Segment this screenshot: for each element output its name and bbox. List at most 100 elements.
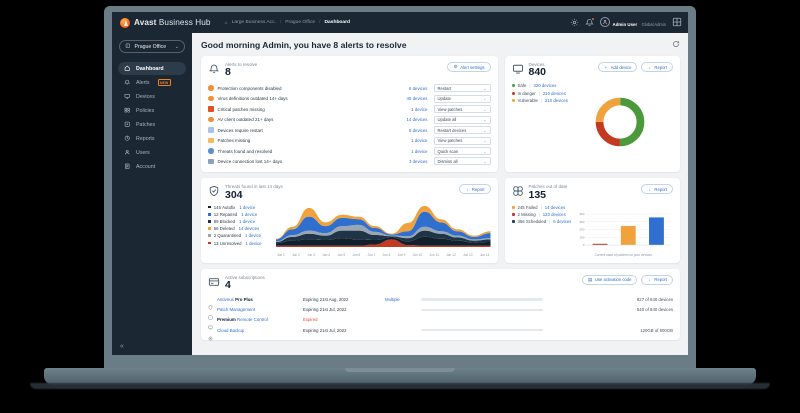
legend-devices[interactable]: 1 device: [239, 218, 256, 224]
subscription-name[interactable]: Patch Management: [217, 307, 303, 312]
sidebar-item-dashboard[interactable]: Dashboard: [118, 62, 186, 75]
grid-apps-icon[interactable]: [672, 17, 682, 27]
legend-devices[interactable]: 14 devices: [238, 226, 260, 232]
alert-row[interactable]: Device connection lost 14+ days 3 device…: [208, 157, 491, 166]
alert-count[interactable]: 1 device: [411, 148, 428, 154]
sidebar-item-alerts[interactable]: Alerts NEW: [118, 76, 186, 89]
alert-action-select[interactable]: View patches ⌄: [433, 136, 491, 145]
alert-action-label: View patches: [437, 138, 463, 144]
subscription-expiry: Expired: [303, 317, 318, 323]
sidebar-item-label: Account: [136, 163, 156, 170]
alert-action-select[interactable]: Update ⌄: [433, 94, 491, 103]
legend-devices[interactable]: 1 device: [239, 204, 256, 210]
subscription-name-bold: Pro Plus: [235, 297, 253, 303]
office-selector[interactable]: Prague Office ⌄: [119, 40, 185, 53]
subscription-name[interactable]: Antivirus Pro Plus: [217, 297, 303, 302]
alert-count[interactable]: 6 devices: [408, 127, 428, 133]
patch-icon: [208, 307, 213, 320]
x-tick-label: Jun 12: [446, 252, 456, 257]
threats-report-button[interactable]: ↓ Report: [458, 184, 491, 195]
subscription-row[interactable]: Cloud Backup Expiring 21st Jul, 2022 120…: [208, 326, 673, 340]
threats-card-titleblock: Threats found in last 14 days 304: [225, 184, 283, 200]
user-menu[interactable]: Admin User Global Admin: [599, 14, 666, 31]
sidebar-item-devices[interactable]: Devices: [118, 90, 186, 103]
legend-separator: |: [529, 83, 531, 89]
patches-report-button[interactable]: ↓ Report: [641, 184, 673, 195]
alert-action-select[interactable]: View patches ⌄: [433, 105, 491, 114]
alert-label: Threats found and resolved: [217, 148, 273, 154]
breadcrumb-item-1[interactable]: Prague Office: [285, 20, 316, 25]
legend-value[interactable]: 210 devices: [545, 98, 568, 104]
subscriptions-report-button[interactable]: ↓ Report: [641, 274, 673, 285]
bell-notification-icon[interactable]: [584, 16, 595, 27]
alert-action-select[interactable]: Dismiss all ⌄: [433, 157, 491, 166]
use-activation-code-button[interactable]: ▤ Use activation code: [581, 274, 638, 285]
alert-row[interactable]: Critical patches missing 1 device View p…: [208, 104, 491, 114]
alert-row[interactable]: Virus definitions outdated 14+ days 45 d…: [208, 94, 491, 103]
monitor-icon: [512, 63, 524, 75]
subscription-multiple-link[interactable]: Multiple: [385, 297, 400, 303]
alert-settings-button[interactable]: ⚙ Alert settings: [447, 62, 491, 73]
alert-row[interactable]: Patches missing 1 device View patches ⌄: [208, 136, 491, 145]
alert-count[interactable]: 45 devices: [406, 96, 428, 102]
brand[interactable]: Avast Business Hub: [120, 17, 211, 28]
alert-count[interactable]: 6 devices: [408, 85, 428, 91]
sidebar-item-reports[interactable]: Reports: [118, 132, 186, 145]
legend-devices[interactable]: 1 device: [245, 233, 262, 239]
alert-label: Device connection lost 14+ days: [217, 158, 283, 164]
gear-icon[interactable]: [570, 18, 579, 27]
alert-action-label: Restart: [437, 85, 452, 91]
subscription-row[interactable]: Patch Management Expiring 21st Jul, 2022…: [208, 306, 673, 320]
refresh-icon[interactable]: [672, 40, 680, 50]
alert-action-select[interactable]: Update all ⌄: [433, 115, 491, 124]
legend-label: Deleted: [219, 226, 235, 232]
laptop-base: [44, 368, 756, 385]
alert-row[interactable]: Devices require restart 6 devices Restar…: [208, 125, 491, 135]
legend-value[interactable]: 420 devices: [533, 83, 557, 89]
legend-item: 2 Quarantined 1 device: [208, 233, 272, 238]
dashboard-row-2: Threats found in last 14 days 304 ↓ Repo…: [201, 178, 680, 263]
legend-label: Repaired: [219, 211, 238, 217]
sidebar-item-policies[interactable]: Policies: [118, 104, 186, 117]
legend-count: 2: [213, 233, 217, 239]
alert-count[interactable]: 1 device: [411, 138, 428, 144]
legend-value[interactable]: 14 devices: [544, 204, 566, 210]
alert-label: Virus definitions outdated 14+ days: [217, 96, 288, 102]
devices-report-label: Report: [654, 64, 667, 70]
legend-value[interactable]: 6 devices: [553, 219, 572, 225]
breadcrumb-item-0[interactable]: Large Business Acc.: [231, 20, 276, 25]
alert-row[interactable]: AV client outdated 21+ days 14 devices U…: [208, 115, 491, 124]
alert-row[interactable]: Threats found and resolved 1 device Quic…: [208, 146, 491, 155]
cloud-icon: [208, 328, 213, 340]
alert-action-select[interactable]: Restart devices ⌄: [433, 126, 491, 135]
subscription-row[interactable]: Premium Remote Control Expired: [208, 316, 673, 330]
subscription-usage: 540 of 840 devices: [636, 307, 673, 313]
subscription-name[interactable]: Premium Remote Control: [217, 317, 303, 322]
alert-count[interactable]: 3 devices: [408, 158, 428, 164]
sidebar-item-patches[interactable]: Patches: [118, 118, 186, 131]
alert-action-select[interactable]: Restart ⌄: [433, 84, 491, 93]
legend-count: 13: [213, 240, 219, 246]
subscription-name[interactable]: Cloud Backup: [217, 328, 303, 333]
reports-icon: [124, 135, 131, 142]
legend-devices[interactable]: 1 device: [245, 240, 262, 246]
legend-swatch: [511, 84, 515, 88]
legend-separator: |: [538, 90, 540, 96]
legend-devices[interactable]: 1 device: [241, 211, 258, 217]
collapse-left-icon[interactable]: «: [120, 343, 124, 350]
chevron-down-icon: ⌄: [483, 117, 487, 123]
sidebar-item-account[interactable]: Account: [118, 160, 186, 173]
add-device-button[interactable]: + Add device: [597, 62, 638, 73]
alert-count[interactable]: 1 device: [411, 106, 428, 112]
devices-report-button[interactable]: ↓ Report: [641, 62, 673, 73]
use-activation-code-label: Use activation code: [594, 277, 632, 283]
alert-count[interactable]: 14 devices: [406, 117, 428, 123]
alert-row[interactable]: Protection components disabled 6 devices…: [208, 83, 491, 93]
chevron-down-icon: ⌄: [483, 127, 487, 133]
alert-action-select[interactable]: Quick scan ⌄: [433, 147, 491, 155]
subscription-row[interactable]: Antivirus Pro Plus Expiring 21st Aug, 20…: [208, 296, 673, 310]
main-header: Good morning Admin, you have 8 alerts to…: [201, 40, 680, 50]
sidebar-item-users[interactable]: Users: [118, 146, 186, 159]
legend-value[interactable]: 210 devices: [542, 90, 566, 96]
legend-value[interactable]: 123 devices: [542, 211, 566, 217]
